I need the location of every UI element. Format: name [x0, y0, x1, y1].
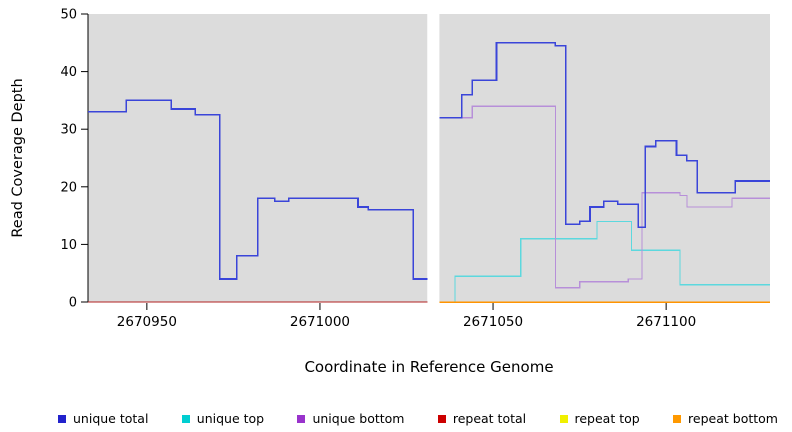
x-axis-title: Coordinate in Reference Genome: [304, 358, 554, 376]
legend-label-unique-bottom: unique bottom: [312, 411, 405, 426]
y-tick-label: 40: [60, 65, 77, 80]
y-tick-label: 30: [60, 123, 77, 138]
legend-marker-unique-top: [181, 414, 190, 423]
series-unique-total: [88, 99, 428, 280]
y-tick-label: 50: [60, 8, 77, 23]
legend-marker-unique-bottom: [297, 414, 306, 423]
legend-item-unique-total: unique total: [58, 411, 148, 426]
series-unique-total: [439, 42, 770, 228]
legend-label-repeat-bottom: repeat bottom: [688, 411, 778, 426]
y-tick-label: 10: [60, 238, 77, 253]
legend-marker-repeat-total: [437, 414, 446, 423]
x-tick-label: 2671100: [636, 314, 696, 330]
legend-item-repeat-top: repeat top: [559, 411, 640, 426]
legend-marker-repeat-top: [559, 414, 568, 423]
legend-label-repeat-top: repeat top: [574, 411, 640, 426]
chart-legend: unique total unique top unique bottom re…: [0, 411, 792, 426]
series-unique-bottom: [439, 105, 770, 289]
legend-item-unique-top: unique top: [181, 411, 265, 426]
legend-marker-repeat-bottom: [673, 414, 682, 423]
legend-item-unique-bottom: unique bottom: [297, 411, 405, 426]
x-tick-label: 2671050: [463, 314, 523, 330]
y-axis-title: Read Coverage Depth: [10, 78, 26, 237]
legend-label-unique-top: unique top: [196, 411, 265, 426]
coverage-plot-canvas: 0 10 20 30 40 50 2670950 2671000 2671050 2671100 R…: [10, 8, 770, 330]
x-tick-label: 2671000: [290, 314, 350, 330]
legend-item-repeat-bottom: repeat bottom: [673, 411, 778, 426]
y-tick-label: 0: [69, 296, 77, 311]
legend-label-repeat-total: repeat total: [452, 411, 527, 426]
legend-label-unique-total: unique total: [73, 411, 149, 426]
coverage-gap-band: [427, 14, 440, 302]
legend-marker-unique-total: [58, 414, 66, 423]
legend-item-repeat-total: repeat total: [437, 411, 527, 426]
x-tick-label: 2670950: [117, 314, 177, 330]
series-unique-top: [439, 220, 770, 303]
y-tick-label: 20: [60, 180, 77, 195]
